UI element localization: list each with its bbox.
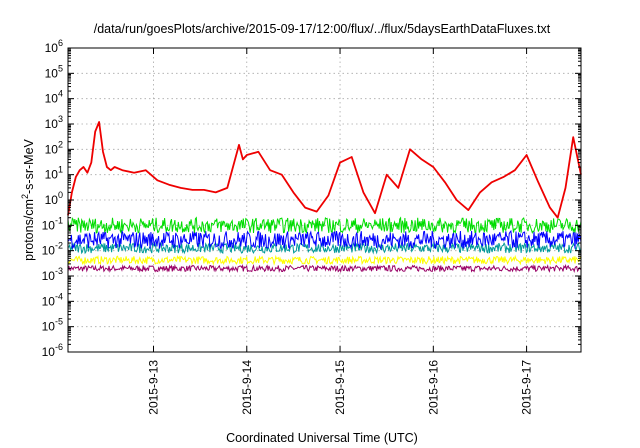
- y-tick-base: 10: [42, 269, 56, 283]
- y-tick-label: 10-4: [42, 291, 63, 308]
- x-tick-label: 2015-9-14: [240, 360, 254, 415]
- x-tick-label: 2015-9-17: [520, 360, 534, 415]
- y-tick-label: 10-6: [42, 342, 63, 359]
- y-axis-label: protons/cm2-s-sr-MeV: [20, 138, 36, 260]
- y-tick-exp: 6: [58, 38, 63, 48]
- y-tick-exp: -3: [55, 266, 63, 276]
- y-tick-label: 105: [45, 63, 63, 80]
- x-axis-ticks: 2015-9-13 2015-9-14 2015-9-15 2015-9-16 2015…: [147, 48, 534, 415]
- y-tick-exp: -2: [55, 241, 63, 251]
- y-tick-base: 10: [45, 168, 59, 182]
- y-tick-base: 10: [45, 193, 59, 207]
- flux-series-line: [67, 216, 582, 235]
- y-tick-base: 10: [45, 41, 59, 55]
- y-tick-label: 100: [45, 190, 63, 207]
- y-tick-label: 101: [45, 165, 63, 182]
- y-tick-exp: 5: [58, 63, 63, 73]
- y-tick-label: 104: [45, 89, 63, 106]
- y-tick-base: 10: [45, 117, 59, 131]
- y-tick-exp: 4: [58, 89, 63, 99]
- flux-series-line-primary: [67, 121, 582, 219]
- y-tick-label: 103: [45, 114, 63, 131]
- y-tick-label: 106: [45, 38, 63, 55]
- y-axis-ticks: 10-610-510-410-310-210-11001011021031041…: [42, 38, 581, 359]
- y-tick-base: 10: [42, 294, 56, 308]
- y-axis-label-suffix: -s-sr-MeV: [22, 138, 36, 194]
- y-tick-exp: 2: [58, 139, 63, 149]
- x-axis-label: Coordinated Universal Time (UTC): [226, 431, 418, 445]
- y-tick-label: 10-1: [42, 215, 63, 232]
- y-axis-label-prefix: protons/cm: [22, 199, 36, 261]
- y-tick-exp: -4: [55, 291, 63, 301]
- y-tick-base: 10: [42, 244, 56, 258]
- y-tick-base: 10: [42, 320, 56, 334]
- y-axis-label-sup: 2: [20, 194, 30, 199]
- y-tick-exp: 0: [58, 190, 63, 200]
- flux-series-line: [67, 254, 582, 266]
- y-tick-base: 10: [45, 92, 59, 106]
- y-tick-base: 10: [45, 142, 59, 156]
- x-tick-label: 2015-9-16: [426, 360, 440, 415]
- y-tick-exp: 1: [58, 165, 63, 175]
- y-tick-label: 102: [45, 139, 63, 156]
- flux-series-line: [67, 263, 582, 274]
- chart-title: /data/run/goesPlots/archive/2015-09-17/1…: [94, 22, 551, 36]
- y-tick-exp: -5: [55, 317, 63, 327]
- y-tick-label: 10-3: [42, 266, 63, 283]
- flux-series-line: [67, 229, 582, 251]
- series-layer: [67, 121, 582, 274]
- y-tick-label: 10-2: [42, 241, 63, 258]
- y-tick-base: 10: [45, 66, 59, 80]
- x-tick-label: 2015-9-13: [147, 360, 161, 415]
- y-tick-exp: 3: [58, 114, 63, 124]
- y-tick-base: 10: [42, 345, 56, 359]
- flux-series-line: [67, 241, 582, 255]
- y-tick-exp: -1: [55, 215, 63, 225]
- y-tick-base: 10: [42, 218, 56, 232]
- x-tick-label: 2015-9-15: [333, 360, 347, 415]
- y-tick-exp: -6: [55, 342, 63, 352]
- y-tick-label: 10-5: [42, 317, 63, 334]
